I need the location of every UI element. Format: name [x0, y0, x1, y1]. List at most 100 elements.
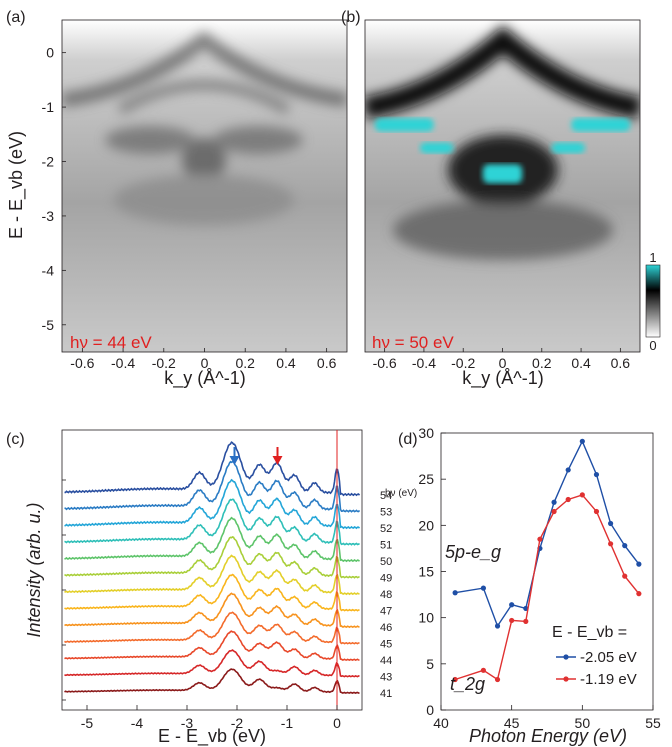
x-tick-label: 0 — [499, 355, 507, 371]
y-tick-label: -3 — [42, 208, 55, 224]
x-tick-label: 0.4 — [571, 355, 591, 371]
x-tick-label: 45 — [504, 715, 520, 731]
colorbar-max-label: 1 — [649, 250, 656, 265]
x-tick-label: 40 — [433, 715, 449, 731]
data-point — [509, 617, 515, 624]
edc-photon-energy-label: 51 — [380, 540, 392, 552]
y-tick-label: 30 — [418, 425, 434, 441]
saturated-region — [374, 117, 434, 132]
data-point — [452, 590, 458, 596]
panel-a: -0.6 -0.4 -0.2 0 0.2 0.4 0.6 0 -1 -2 -3 -4 -5 (a) h… — [6, 9, 348, 389]
edc-curve — [64, 554, 360, 596]
saturated-region — [420, 142, 454, 154]
edc-curve — [64, 498, 360, 546]
data-point — [579, 492, 585, 498]
y-tick-label: 0 — [46, 45, 54, 61]
edc-photon-energy-label: 41 — [380, 688, 392, 700]
panel-a-xlabel: k_y (Å^-1) — [164, 368, 245, 389]
legend-label: -1.19 eV — [580, 671, 637, 688]
edc-curve — [64, 573, 360, 612]
peak-arrow-head — [272, 456, 283, 465]
edc-curve — [64, 478, 361, 530]
data-point — [593, 471, 600, 478]
edc-curve — [64, 649, 360, 678]
data-point — [636, 561, 642, 567]
panel-a-annotation: hν = 44 eV — [70, 333, 152, 352]
panel-d: 40 45 50 55 0 5 10 15 20 25 30 (d) Photon Energy (… — [398, 425, 661, 746]
x-tick-label: -0.4 — [111, 355, 135, 371]
data-point — [537, 536, 543, 542]
x-tick-label: 0 — [333, 715, 341, 731]
data-point — [452, 676, 458, 683]
panel-c-xlabel: E - E_vb (eV) — [158, 726, 266, 747]
x-tick-label: 0.4 — [276, 355, 296, 371]
x-tick-label: -3 — [181, 715, 194, 731]
panel-b-label: (b) — [341, 9, 361, 26]
panel-d-legend-title: E - E_vb = — [552, 624, 627, 641]
edc-photon-energy-label: 49 — [380, 573, 392, 585]
x-tick-label: -1 — [281, 715, 294, 731]
saturated-region — [482, 164, 523, 184]
data-point — [494, 623, 501, 629]
data-point — [565, 496, 571, 503]
y-tick-label: -4 — [42, 262, 55, 278]
x-tick-label: -0.6 — [373, 355, 397, 371]
x-tick-label: -0.2 — [451, 355, 475, 371]
saturated-region — [571, 117, 631, 132]
x-tick-label: 50 — [575, 715, 591, 731]
edc-curve — [64, 592, 360, 629]
y-tick-label: 25 — [418, 471, 434, 487]
panel-c-legend-title: hν (eV) — [385, 488, 417, 499]
y-tick-label: 10 — [418, 610, 434, 626]
edc-curve — [64, 611, 360, 645]
x-tick-label: -0.6 — [70, 355, 94, 371]
edc-curve — [64, 630, 360, 661]
x-tick-label: -0.4 — [412, 355, 436, 371]
y-tick-label: -1 — [42, 99, 55, 115]
x-tick-label: -0.2 — [152, 355, 176, 371]
edc-photon-energy-label: 46 — [380, 622, 392, 634]
data-point — [494, 676, 501, 683]
edc-photon-energy-label: 44 — [380, 655, 392, 667]
panel-a-label: (a) — [6, 9, 26, 26]
y-tick-label: -2 — [42, 154, 55, 170]
panel-b-annotation: hν = 50 eV — [372, 333, 454, 352]
data-point — [480, 585, 486, 591]
edc-curve — [64, 535, 360, 579]
panel-a-heatmap — [62, 20, 347, 352]
data-point — [523, 618, 529, 624]
panel-c-label: (c) — [6, 431, 25, 448]
x-tick-label: 0.2 — [235, 355, 255, 371]
edc-photon-energy-label: 54 — [380, 490, 392, 502]
panel-d-xlabel: Photon Energy (eV) — [469, 726, 627, 746]
edc-photon-energy-label: 47 — [380, 606, 392, 618]
x-tick-label: -2 — [231, 715, 244, 731]
edc-photon-energy-label: 45 — [380, 639, 392, 651]
series-line — [454, 439, 640, 628]
edc-photon-energy-label: 52 — [380, 523, 392, 535]
annotation-5p-eg: 5p-e_g — [445, 542, 501, 562]
panel-c-ylabel: Intensity (arb. u.) — [24, 502, 44, 637]
x-tick-label: 55 — [645, 715, 661, 731]
x-tick-label: 0.6 — [611, 355, 631, 371]
data-point — [551, 508, 557, 515]
edc-curve — [64, 441, 361, 497]
data-point — [509, 602, 515, 608]
data-point — [622, 543, 628, 549]
panel-d-label: (d) — [398, 431, 418, 448]
colorbar — [645, 264, 661, 338]
data-point — [636, 591, 642, 597]
panel-b-heatmap — [365, 20, 640, 352]
data-point — [608, 520, 614, 527]
edc-photon-energy-label: 48 — [380, 589, 392, 601]
peak-arrow-head — [229, 456, 240, 465]
data-point — [551, 499, 557, 505]
data-point — [565, 467, 571, 473]
x-tick-label: 0.2 — [532, 355, 552, 371]
y-tick-label: 5 — [426, 656, 434, 672]
edc-curve — [64, 668, 360, 694]
annotation-t2g: t_2g — [450, 674, 485, 694]
data-point — [608, 541, 614, 547]
panel-b-xlabel: k_y (Å^-1) — [462, 368, 543, 389]
data-point — [480, 667, 486, 673]
